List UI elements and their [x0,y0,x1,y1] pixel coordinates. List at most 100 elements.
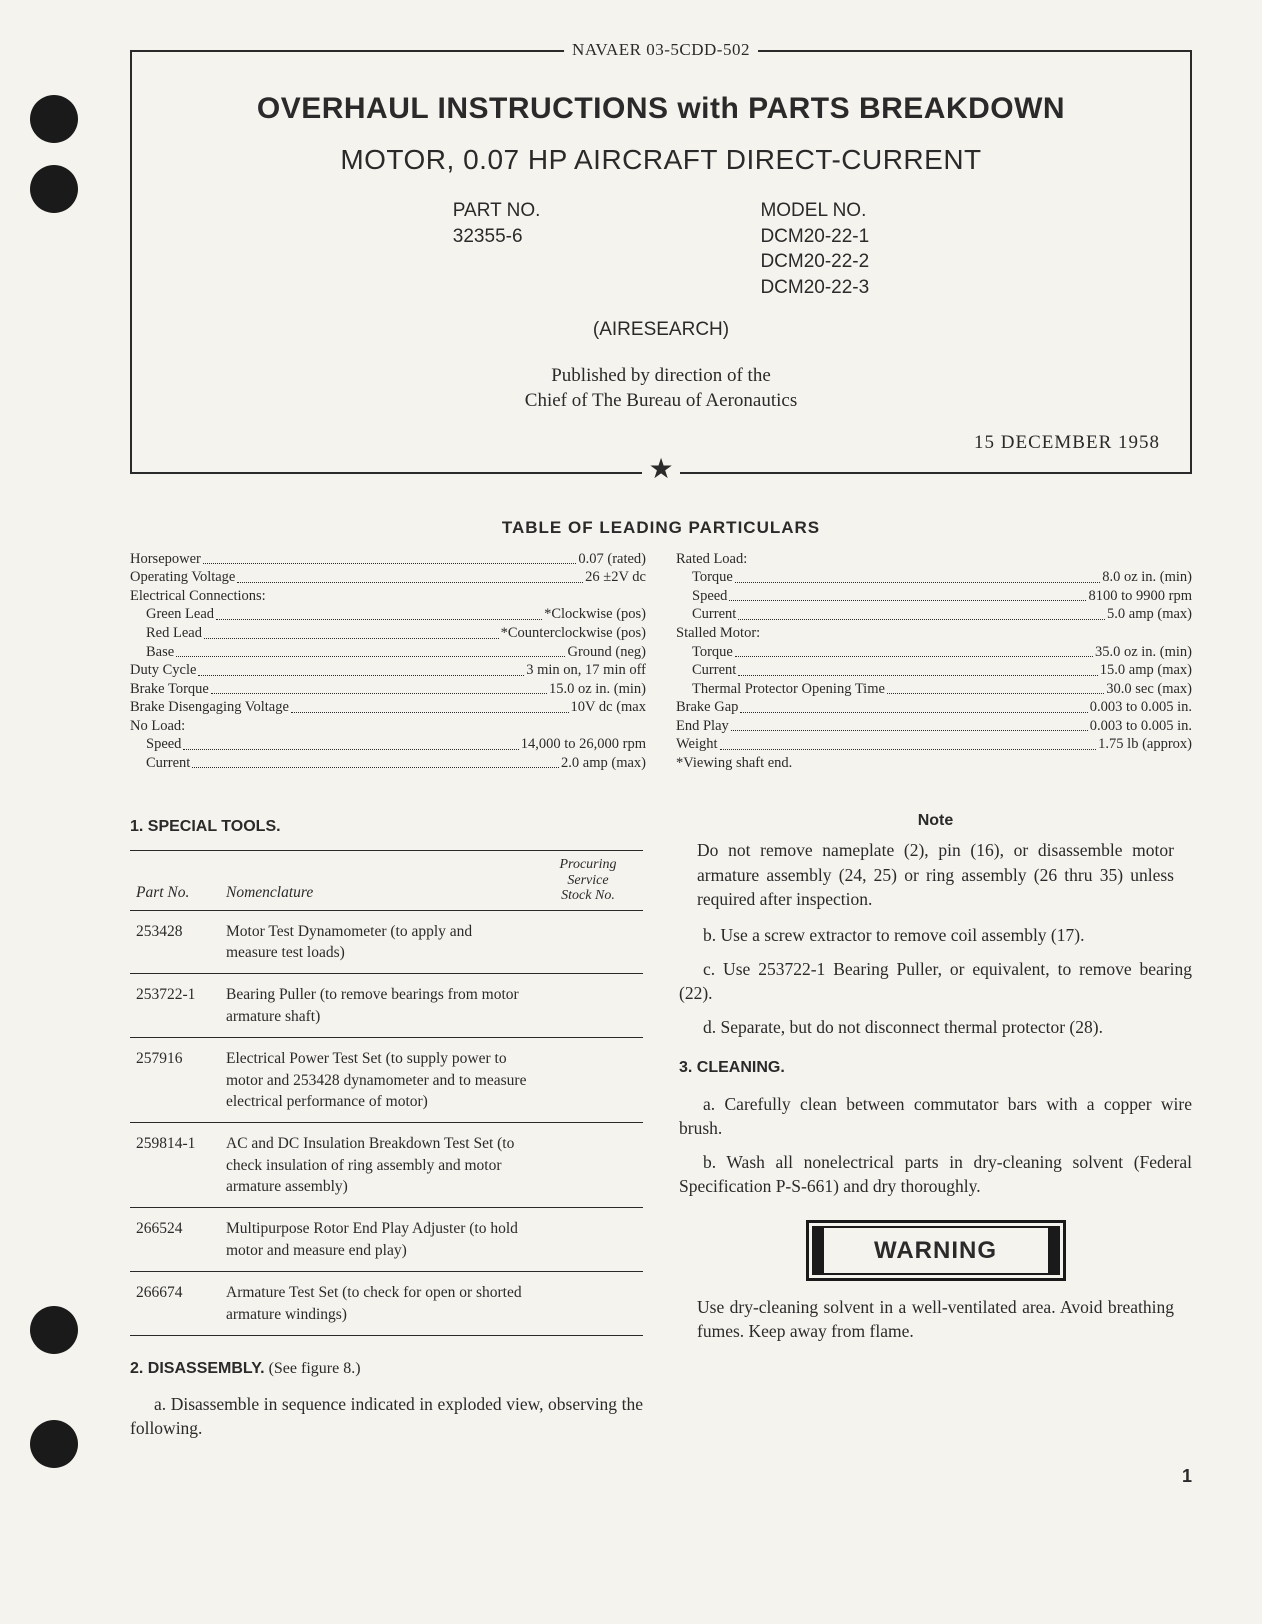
section-3-head: 3. CLEANING. [679,1057,1192,1079]
lp-value: 8100 to 9900 rpm [1088,587,1192,606]
lp-label: Rated Load: [676,550,747,569]
lp-value: 3 min on, 17 min off [526,661,646,680]
lp-row: Horsepower0.07 (rated) [130,550,646,569]
lp-dots [237,568,583,583]
model-no: DCM20-22-1 [760,224,869,250]
right-body-column: Note Do not remove nameplate (2), pin (1… [679,806,1192,1450]
lp-label: Weight [676,735,718,754]
pub-line: Published by direction of the [162,363,1160,389]
lp-dots [216,605,542,620]
section-2-head: 2. DISASSEMBLY. (See figure 8.) [130,1358,643,1380]
lp-value: 2.0 amp (max) [561,754,646,773]
lp-label: Torque [692,568,733,587]
lp-row: Duty Cycle3 min on, 17 min off [130,661,646,680]
tool-partno: 266524 [130,1208,220,1272]
lp-label: Green Lead [146,605,214,624]
pub-line: Chief of The Bureau of Aeronautics [162,388,1160,414]
lp-label: Stalled Motor: [676,624,760,643]
lp-value: 15.0 amp (max) [1100,661,1192,680]
section-1-head: 1. SPECIAL TOOLS. [130,816,643,838]
lp-label: No Load: [130,717,185,736]
lp-row: End Play 0.003 to 0.005 in. [676,717,1192,736]
lp-dots [204,624,499,639]
section-2-tail: (See figure 8.) [265,1360,361,1377]
warning-box: WARNING [806,1220,1066,1281]
lp-value: 5.0 amp (max) [1107,605,1192,624]
lp-row: Current 2.0 amp (max) [130,754,646,773]
title-sub: MOTOR, 0.07 HP AIRCRAFT DIRECT-CURRENT [162,144,1160,176]
lp-row: Weight 1.75 lb (approx) [676,735,1192,754]
lp-dots [203,550,576,565]
lp-label: Thermal Protector Opening Time [692,680,885,699]
tool-partno: 253722-1 [130,974,220,1038]
lp-label: Operating Voltage [130,568,235,587]
part-number-block: PART NO. 32355-6 [453,198,541,301]
lp-label: Current [692,661,736,680]
star-icon: ★ [642,454,679,485]
part-model-row: PART NO. 32355-6 MODEL NO. DCM20-22-1 DC… [162,198,1160,301]
lp-value: *Counterclockwise (pos) [501,624,646,643]
lp-value: 1.75 lb (approx) [1098,735,1192,754]
lp-value: 10V dc (max [571,698,646,717]
para-3b: b. Wash all nonelectrical parts in dry-c… [679,1150,1192,1198]
tool-nomenclature: AC and DC Insulation Breakdown Test Set … [220,1123,533,1208]
tool-stockno [533,974,643,1038]
page-number: 1 [130,1466,1192,1487]
lp-dots [211,680,547,695]
special-tools-table: Part No. Nomenclature Procuring ServiceS… [130,850,643,1335]
table-row: 253722-1Bearing Puller (to remove bearin… [130,974,643,1038]
tool-stockno [533,1038,643,1123]
tool-nomenclature: Motor Test Dynamometer (to apply and mea… [220,910,533,974]
model-no: DCM20-22-2 [760,249,869,275]
manufacturer: (AIRESEARCH) [162,319,1160,341]
lp-row: No Load: [130,717,646,736]
lp-label: Brake Disengaging Voltage [130,698,289,717]
table-row: 266674Armature Test Set (to check for op… [130,1272,643,1336]
lp-dots [720,735,1097,750]
title-main: OVERHAUL INSTRUCTIONS with PARTS BREAKDO… [162,92,1160,126]
tools-header-partno: Part No. [130,851,220,910]
lp-row: Brake Gap0.003 to 0.005 in. [676,698,1192,717]
lp-value: 15.0 oz in. (min) [549,680,646,699]
para-2c: c. Use 253722-1 Bearing Puller, or equiv… [679,957,1192,1005]
lp-label: End Play [676,717,729,736]
tool-partno: 266674 [130,1272,220,1336]
table-row: 259814-1AC and DC Insulation Breakdown T… [130,1123,643,1208]
warning-label: WARNING [822,1226,1050,1275]
lp-value: Ground (neg) [567,643,646,662]
warning-text: Use dry-cleaning solvent in a well-venti… [697,1295,1174,1343]
lp-row: *Viewing shaft end. [676,754,1192,773]
lp-label: Electrical Connections: [130,587,266,606]
lp-value: 35.0 oz in. (min) [1095,643,1192,662]
leading-particulars-title: TABLE OF LEADING PARTICULARS [130,518,1192,538]
lp-value: 0.003 to 0.005 in. [1090,717,1192,736]
lp-row: Current 15.0 amp (max) [676,661,1192,680]
lp-row: Electrical Connections: [130,587,646,606]
tool-partno: 253428 [130,910,220,974]
punch-hole [30,165,78,213]
lp-label: *Viewing shaft end. [676,754,792,773]
publication-lines: Published by direction of the Chief of T… [162,363,1160,414]
lp-row: Thermal Protector Opening Time30.0 sec (… [676,680,1192,699]
section-2-title: 2. DISASSEMBLY. [130,1360,265,1377]
lp-dots [198,661,524,676]
tools-header-nomenclature: Nomenclature [220,851,533,910]
part-label: PART NO. [453,198,541,224]
tool-partno: 259814-1 [130,1123,220,1208]
lp-dots [735,568,1100,583]
tool-stockno [533,1272,643,1336]
lp-row: Current5.0 amp (max) [676,605,1192,624]
lp-value: 0.003 to 0.005 in. [1090,698,1192,717]
lp-row: BaseGround (neg) [130,643,646,662]
lp-label: Current [146,754,190,773]
lp-row: Red Lead*Counterclockwise (pos) [130,624,646,643]
lp-value: 0.07 (rated) [578,550,646,569]
table-row: 253428Motor Test Dynamometer (to apply a… [130,910,643,974]
left-body-column: 1. SPECIAL TOOLS. Part No. Nomenclature … [130,806,643,1450]
tool-nomenclature: Bearing Puller (to remove bearings from … [220,974,533,1038]
publication-date: 15 DECEMBER 1958 [162,432,1160,454]
lp-row: Stalled Motor: [676,624,1192,643]
para-3a: a. Carefully clean between commutator ba… [679,1092,1192,1140]
tool-stockno [533,1208,643,1272]
model-number-block: MODEL NO. DCM20-22-1 DCM20-22-2 DCM20-22… [760,198,869,301]
